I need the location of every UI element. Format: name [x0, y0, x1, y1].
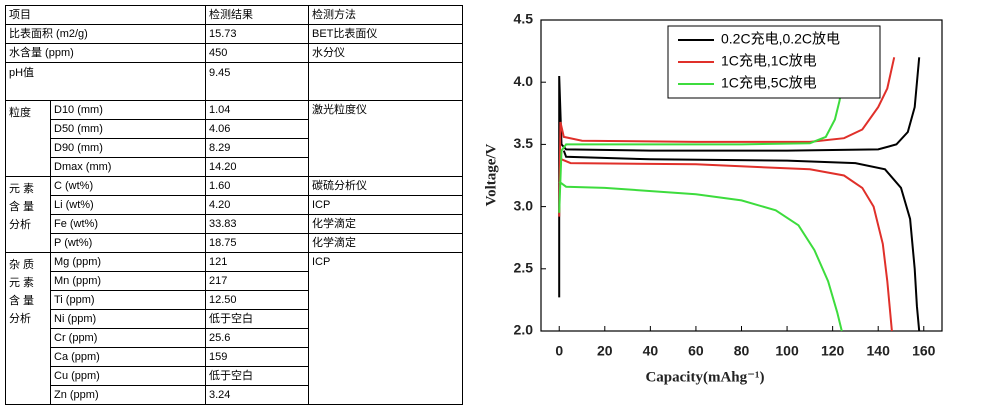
item-cell: D50 (mm) [50, 119, 206, 139]
item-cell: Fe (wt%) [50, 214, 206, 234]
item-cell: P (wt%) [50, 233, 206, 253]
y-tick-label: 3.0 [514, 197, 534, 213]
result-cell: 121 [205, 252, 309, 272]
table-row: 粒度 D10 (mm) 1.04 激光粒度仪 [5, 100, 463, 177]
table-row: Ca (ppm) 159 [6, 347, 463, 367]
table-body: 项目 检测结果 检测方法 比表面积 (m2/g) 15.73 BET比表面仪 水含量 (pp… [5, 5, 463, 405]
x-tick-label: 120 [821, 343, 845, 359]
method-cell [308, 62, 463, 101]
table-row: 项目 检测结果 检测方法 [5, 5, 463, 25]
method-cell: 碳硫分析仪 [308, 176, 463, 196]
item-cell: Dmax (mm) [50, 157, 206, 177]
result-cell: 低于空白 [205, 309, 309, 329]
result-cell: 1.60 [205, 176, 309, 196]
table-row: Cr (ppm) 25.6 [6, 328, 463, 348]
item-cell: C (wt%) [50, 176, 206, 196]
method-cell: ICP [308, 252, 463, 405]
item-cell: pH值 [5, 62, 206, 101]
result-cell: 3.24 [205, 385, 309, 405]
result-cell: 15.73 [205, 24, 309, 44]
y-axis-title: Voltage/V [483, 143, 499, 206]
result-cell: 450 [205, 43, 309, 63]
result-cell: 4.20 [205, 195, 309, 215]
result-cell: 12.50 [205, 290, 309, 310]
item-cell: D10 (mm) [50, 100, 206, 120]
item-cell: D90 (mm) [50, 138, 206, 158]
series-line [558, 88, 843, 332]
item-cell: Mn (ppm) [50, 271, 206, 291]
table-row: Fe (wt%) 33.83 化学滴定 [6, 214, 463, 234]
table-row: 元 素 含 量 分析 C (wt%) 1.60 碳硫分析仪 [5, 176, 463, 253]
item-cell: Mg (ppm) [50, 252, 206, 272]
result-cell: 14.20 [205, 157, 309, 177]
test-table: 项目 检测结果 检测方法 比表面积 (m2/g) 15.73 BET比表面仪 水含量 (pp… [5, 5, 463, 405]
method-cell: BET比表面仪 [308, 24, 463, 44]
y-tick-label: 2.0 [514, 322, 534, 338]
y-tick-label: 4.5 [514, 11, 534, 27]
table-row: Cu (ppm) 低于空白 [6, 366, 463, 386]
x-tick-label: 100 [775, 343, 799, 359]
x-tick-label: 80 [734, 343, 750, 359]
chart: Capacity(mAhg⁻¹) Voltage/V 2.0 2.5 3.0 3.5 4… [483, 11, 943, 385]
item-cell: 比表面积 (m2/g) [5, 24, 206, 44]
x-tick-label: 0 [555, 343, 563, 359]
result-cell: 8.29 [205, 138, 309, 158]
item-cell: Cu (ppm) [50, 366, 206, 386]
group-label: 粒度 [5, 100, 51, 177]
item-cell: 水含量 (ppm) [5, 43, 206, 63]
item-cell: Ni (ppm) [50, 309, 206, 329]
item-cell: Ca (ppm) [50, 347, 206, 367]
method-cell: 激光粒度仪 [308, 100, 463, 177]
x-tick-label: 20 [597, 343, 613, 359]
method-cell: 化学滴定 [308, 214, 463, 234]
table-row: 比表面积 (m2/g) 15.73 BET比表面仪 [5, 24, 463, 44]
x-tick-label: 160 [912, 343, 936, 359]
table-row: pH值 9.45 [5, 62, 463, 101]
table-row: 水含量 (ppm) 450 水分仪 [5, 43, 463, 63]
table-row: Dmax (mm) 14.20 [6, 157, 463, 177]
x-tick-label: 60 [688, 343, 704, 359]
table-row: Ti (ppm) 12.50 [6, 290, 463, 310]
group-label: 杂 质 元 素 含 量 分析 [5, 252, 51, 405]
result-cell: 217 [205, 271, 309, 291]
x-axis-title: Capacity(mAhg⁻¹) [645, 369, 764, 385]
result-cell: 25.6 [205, 328, 309, 348]
legend-label: 1C充电,5C放电 [721, 75, 817, 91]
item-cell: Ti (ppm) [50, 290, 206, 310]
header-cell: 检测方法 [308, 5, 463, 25]
y-tick-label: 3.5 [514, 135, 534, 151]
group-label: 元 素 含 量 分析 [5, 176, 51, 253]
table-row: P (wt%) 18.75 化学滴定 [6, 233, 463, 253]
result-cell: 低于空白 [205, 366, 309, 386]
result-cell: 18.75 [205, 233, 309, 253]
x-tick-label: 40 [643, 343, 659, 359]
item-cell: Zn (ppm) [50, 385, 206, 405]
table-row: Li (wt%) 4.20 ICP [6, 195, 463, 215]
item-cell: Cr (ppm) [50, 328, 206, 348]
item-cell: Li (wt%) [50, 195, 206, 215]
legend-label: 1C充电,1C放电 [721, 53, 817, 69]
series-line [558, 57, 921, 332]
header-cell: 项目 [5, 5, 206, 25]
result-cell: 4.06 [205, 119, 309, 139]
x-tick-label: 140 [867, 343, 891, 359]
result-cell: 159 [205, 347, 309, 367]
method-cell: 化学滴定 [308, 233, 463, 253]
legend-label: 0.2C充电,0.2C放电 [721, 31, 840, 47]
y-tick-label: 4.0 [514, 73, 534, 89]
y-tick-label: 2.5 [514, 260, 534, 276]
series-line [558, 57, 896, 332]
header-cell: 检测结果 [205, 5, 309, 25]
result-cell: 33.83 [205, 214, 309, 234]
table-row: 杂 质 元 素 含 量 分析 Mg (ppm) 121 ICP [5, 252, 463, 405]
result-cell: 9.45 [205, 62, 309, 101]
result-cell: 1.04 [205, 100, 309, 120]
method-cell: ICP [308, 195, 463, 215]
method-cell: 水分仪 [308, 43, 463, 63]
